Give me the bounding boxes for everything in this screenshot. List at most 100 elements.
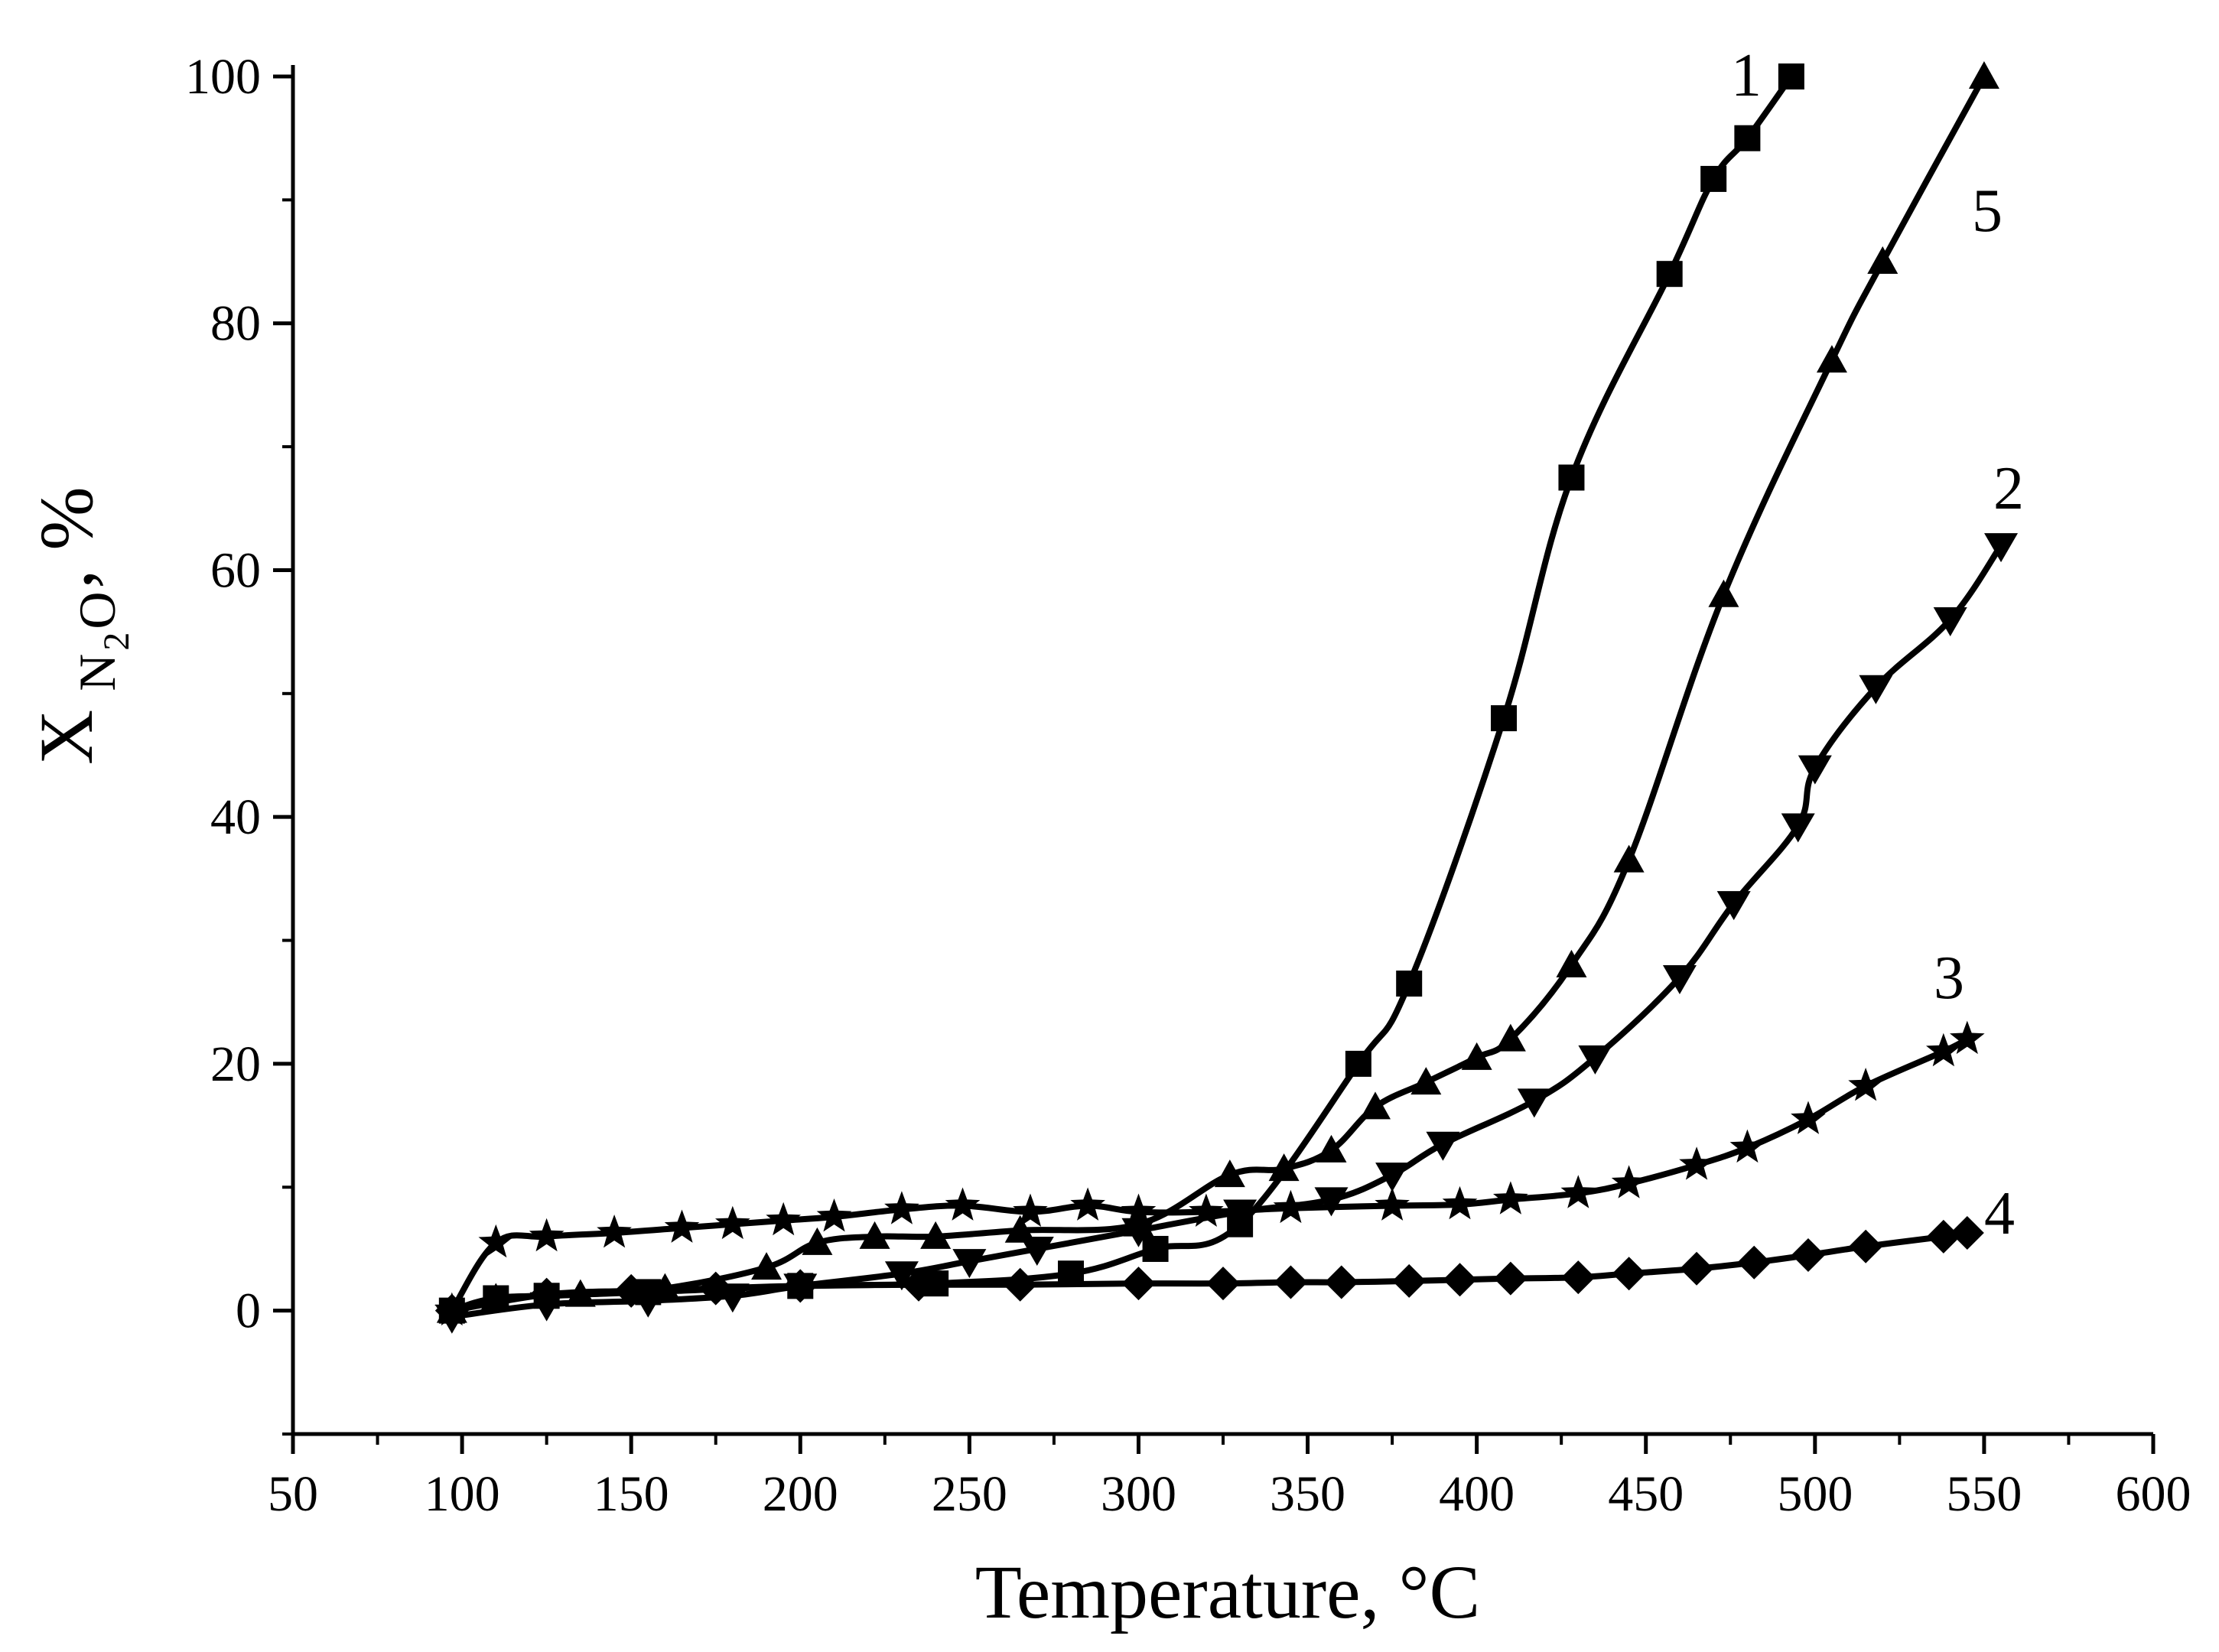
series-4-point [1121,1267,1156,1301]
series-4-point [1791,1238,1825,1273]
x-tick-label: 550 [1946,1466,2022,1522]
series-3-point [1791,1101,1826,1134]
y-tick-label: 100 [185,49,261,105]
series-5-point [859,1221,890,1249]
series-1-point [1778,63,1804,89]
series-3-point [1848,1068,1883,1101]
series-2-point [1781,813,1815,843]
series-2-point [1426,1131,1460,1161]
x-tick-label: 300 [1101,1466,1176,1522]
series-4-point [902,1267,936,1302]
series-2-point [1020,1236,1054,1266]
series-5-point [1968,61,1999,89]
series-4-point [1926,1219,1960,1254]
series-3-point [945,1187,981,1221]
series-5-point [649,1273,681,1301]
y-axis-title-sub-n: N [68,654,126,691]
series-4-point [1612,1257,1646,1291]
series-1-point [1345,1050,1371,1077]
x-tick-label: 400 [1439,1466,1515,1522]
series-label-2: 2 [1993,455,2024,522]
x-tick-label: 350 [1270,1466,1345,1522]
series-5-point [1495,1023,1526,1052]
series-1-point [1142,1235,1169,1262]
y-axis-title-sub-2: 2 [96,633,137,651]
series-4 [434,1215,1984,1328]
series-4-point [1493,1261,1528,1296]
series-4-point [1324,1265,1358,1299]
series-3-point [529,1218,565,1252]
series-5-point [436,1295,467,1323]
series-2-line [448,542,2005,1320]
series-4-point [1274,1265,1308,1299]
series-2-point [952,1249,987,1279]
series-3-point [1442,1185,1478,1220]
series-1-point [1734,125,1761,151]
y-tick-label: 0 [236,1283,261,1339]
series-4-point [1950,1215,1984,1250]
series-3-point [1375,1187,1410,1221]
x-tick-label: 200 [763,1466,838,1522]
series-5-point [1214,1159,1245,1188]
y-tick-label: 60 [210,542,261,598]
series-1-point [1491,705,1518,732]
series-3-point [715,1205,750,1240]
series-labels: 1 5 2 3 4 [1731,42,2024,1247]
svg-text:X N 2: X N 2 O , % [24,486,137,765]
series-5-point [1004,1215,1036,1243]
series-3-point [1926,1032,1961,1067]
series-layer [434,61,2019,1334]
x-tick-label: 100 [425,1466,500,1522]
series-3-point [1273,1189,1309,1224]
series-3-point [1493,1181,1528,1215]
series-5-point [1268,1153,1300,1182]
series-3 [434,1020,1985,1326]
series-1-point [1558,464,1585,491]
series-4-point [1003,1267,1037,1302]
series-3-point [664,1209,700,1243]
series-4-point [783,1269,818,1303]
series-3-point [1013,1193,1048,1227]
y-axis-title-main: X [24,710,109,765]
series-2-point [1375,1163,1410,1192]
series-3-point [1070,1187,1105,1221]
series-5-point [1359,1091,1391,1120]
series-2-point [1517,1088,1551,1118]
series-4-point [1561,1260,1596,1295]
y-tick-label: 40 [210,789,261,845]
series-5-point [1123,1208,1154,1237]
series-5-point [1867,246,1899,275]
series-5-point [1410,1067,1442,1095]
series-5-point [1461,1042,1492,1070]
series-5-point [1708,579,1739,607]
series-2-point [1578,1045,1612,1075]
series-5-point [920,1221,952,1249]
series-2-point [1798,755,1832,785]
series-2-point [884,1261,919,1291]
series-3-point [478,1224,514,1258]
x-axis-title: Temperature, °C [975,1550,1481,1634]
series-4-point [1680,1251,1714,1286]
series-2-point [1933,607,1967,636]
series-5-point [1556,949,1587,977]
series-4-point [1849,1229,1883,1263]
series-2-point [1984,533,2019,563]
series-3-point [1560,1175,1596,1208]
series-2-point [1314,1187,1349,1217]
x-tick-label: 50 [268,1466,318,1522]
series-3-point [816,1198,852,1232]
series-4-point [1392,1263,1427,1298]
y-axis-title: X N 2 O , % [24,486,137,765]
series-1 [438,63,1804,1324]
y-tick-label: 80 [210,296,261,352]
series-3-point [1679,1146,1714,1180]
x-tick-label: 250 [932,1466,1007,1522]
series-5-point [565,1279,596,1307]
series-3-point [1950,1020,1985,1055]
series-2-point [1859,675,1893,704]
series-1-point [1656,261,1683,288]
series-5-point [1613,844,1645,873]
series-5-point [802,1227,833,1255]
series-3-point [766,1202,801,1236]
